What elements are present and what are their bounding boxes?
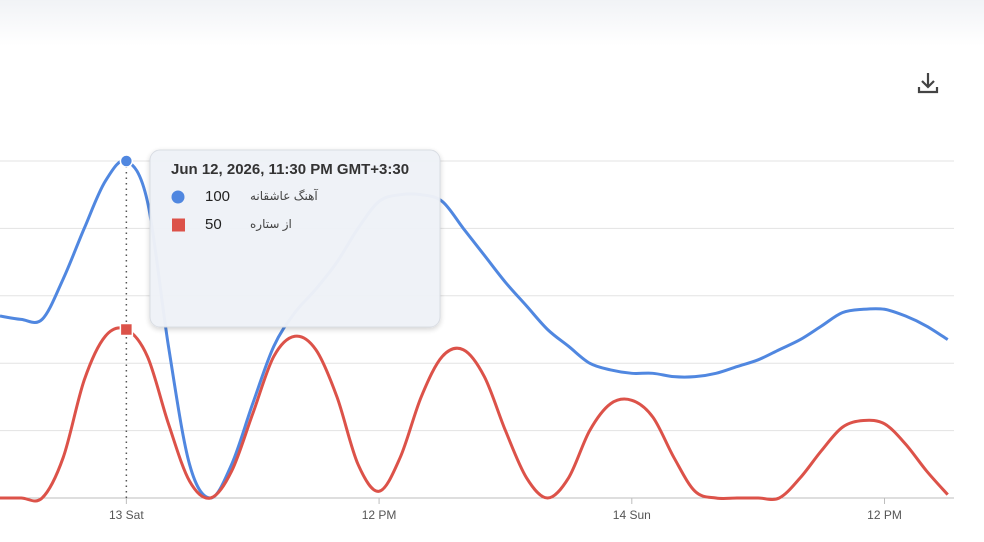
- series-line: [0, 158, 949, 500]
- hover-point: [119, 322, 134, 337]
- hover-point: [119, 154, 134, 168]
- series-line: [0, 326, 949, 503]
- tooltip: [149, 149, 441, 328]
- tooltip-title: Jun 12, 2026, 11:30 PM GMT+3:30: [171, 161, 409, 178]
- legend-marker: [172, 218, 185, 232]
- legend-label: آهنگ عاشقانه: [250, 188, 318, 203]
- tooltip-value: 100: [205, 188, 230, 205]
- x-tick-label: 12 PM: [867, 508, 902, 522]
- legend-label: از ستاره: [250, 217, 292, 232]
- download-arrow: [921, 73, 935, 89]
- tooltip-value: 50: [205, 216, 222, 233]
- x-tick-label: 12 PM: [362, 508, 397, 522]
- header-band: [0, 0, 984, 46]
- download-button[interactable]: [917, 73, 939, 94]
- x-tick-label: 13 Sat: [109, 508, 144, 522]
- x-tick-label: 14 Sun: [613, 508, 651, 522]
- legend-marker: [171, 190, 185, 204]
- download-tray: [917, 87, 939, 94]
